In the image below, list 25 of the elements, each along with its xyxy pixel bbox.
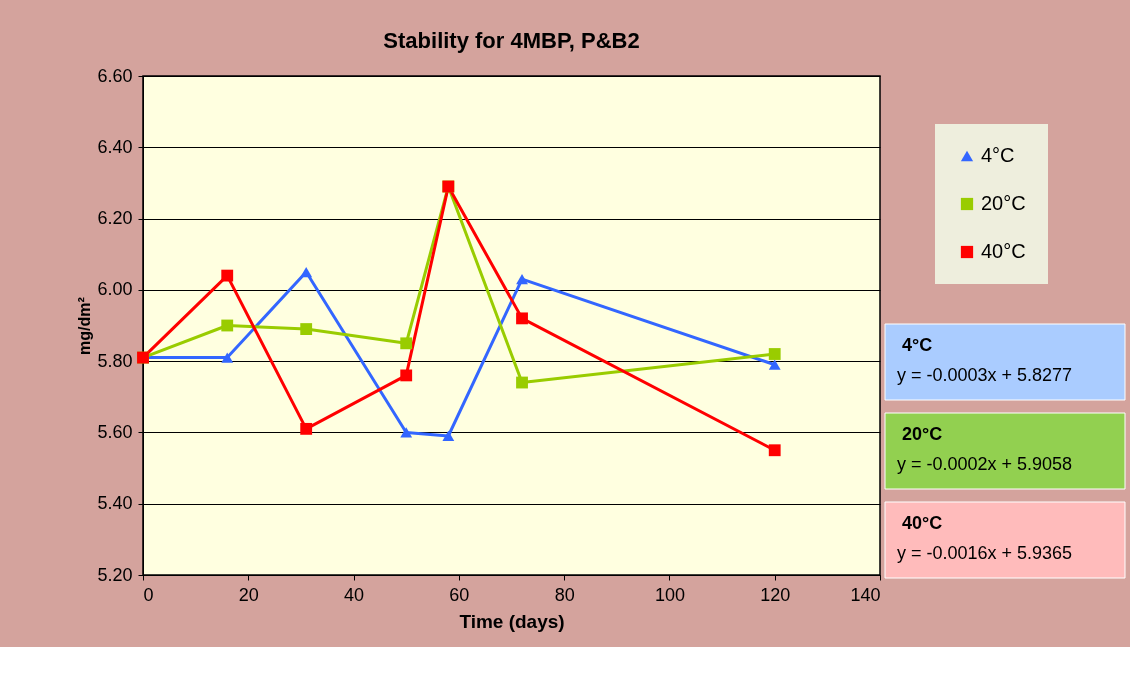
y-tick-label: 6.20 bbox=[97, 208, 133, 229]
x-tick-label: 120 bbox=[760, 584, 791, 605]
legend-label: 4°C bbox=[981, 144, 1015, 166]
y-tick-label: 5.80 bbox=[97, 350, 133, 371]
x-tick-label: 140 bbox=[850, 584, 881, 605]
y-tick-label: 5.20 bbox=[97, 564, 133, 585]
x-tick-label: 20 bbox=[238, 584, 259, 605]
y-tick-label: 6.40 bbox=[97, 136, 133, 157]
x-tick-label: 100 bbox=[654, 584, 685, 605]
y-axis-title: mg/dm² bbox=[76, 297, 94, 355]
legend-label: 40°C bbox=[981, 240, 1026, 262]
y-tick-label: 6.00 bbox=[97, 279, 133, 300]
y-tick-label: 6.60 bbox=[97, 65, 133, 86]
x-tick-label: 60 bbox=[449, 584, 470, 605]
chart-title: Stability for 4MBP, P&B2 bbox=[383, 28, 640, 53]
x-axis-title: Time (days) bbox=[459, 610, 565, 632]
y-tick-label: 5.60 bbox=[97, 421, 133, 442]
x-tick-label: 40 bbox=[344, 584, 365, 605]
x-tick-label: 0 bbox=[143, 584, 154, 605]
text: 40°C y = -0.0016x + 5.9365 bbox=[897, 513, 1073, 563]
text: 4°C y = -0.0003x + 5.8277 bbox=[897, 335, 1073, 385]
legend-label: 20°C bbox=[981, 192, 1026, 214]
y-tick-label: 5.40 bbox=[97, 493, 133, 514]
x-tick-label: 80 bbox=[554, 584, 575, 605]
text: 20°C y = -0.0002x + 5.9058 bbox=[897, 424, 1073, 474]
